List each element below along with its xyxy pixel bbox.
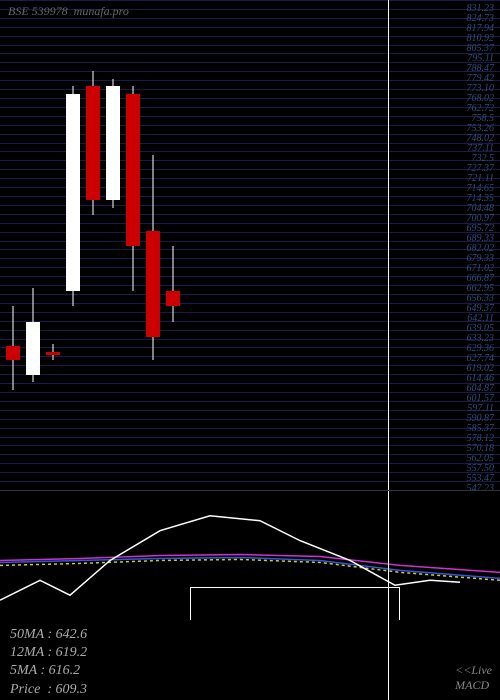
cursor-line-stats bbox=[388, 540, 389, 700]
site-label: munafa.pro bbox=[74, 4, 129, 18]
cursor-line bbox=[388, 0, 389, 490]
indicator-panel bbox=[0, 490, 500, 620]
ticker-label: BSE 539978 bbox=[8, 4, 68, 18]
chart-header: BSE 539978 munafa.pro bbox=[8, 4, 129, 19]
price-chart: BSE 539978 munafa.pro 831.23824.73817.94… bbox=[0, 0, 500, 490]
stat-price: Price : 609.3 bbox=[10, 681, 490, 699]
stat-50ma: 50MA : 642.6 bbox=[10, 626, 490, 644]
macd-label: <<Live MACD bbox=[455, 663, 492, 692]
candlesticks bbox=[0, 0, 500, 490]
stat-5ma: 5MA : 616.2 bbox=[10, 662, 490, 680]
stat-12ma: 12MA : 619.2 bbox=[10, 644, 490, 662]
stats-panel: 50MA : 642.6 12MA : 619.2 5MA : 616.2 Pr… bbox=[0, 620, 500, 700]
